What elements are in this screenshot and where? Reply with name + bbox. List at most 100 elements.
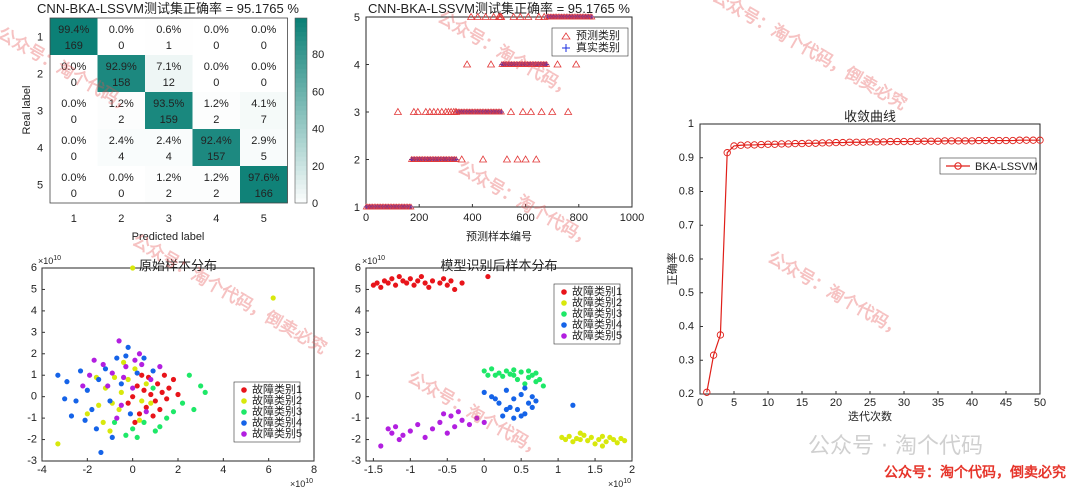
colorbar-band <box>295 37 307 42</box>
scatter-point <box>622 438 627 443</box>
scatter-point <box>141 420 146 425</box>
colorbar-band <box>295 46 307 51</box>
scatter-point <box>426 285 431 290</box>
scatter-point <box>271 295 276 300</box>
scatter-point <box>500 413 505 418</box>
x-tick-label: 30 <box>898 397 910 409</box>
colorbar-band <box>295 69 307 74</box>
scatter-point <box>530 394 535 399</box>
legend-marker <box>561 300 567 306</box>
scatter-point <box>397 274 402 279</box>
scatter-point <box>423 280 428 285</box>
y-tick-label: -3 <box>351 455 361 467</box>
scatter-point <box>511 416 516 421</box>
cell-count-label: 166 <box>255 188 273 200</box>
cell-percent-label: 93.5% <box>153 98 184 110</box>
scatter-point <box>94 426 99 431</box>
cell-percent-label: 4.1% <box>251 98 276 110</box>
colorbar-tick-label: 20 <box>312 161 324 173</box>
cell-percent-label: 97.6% <box>248 172 279 184</box>
y-tick-label: 5 <box>354 12 360 24</box>
colorbar-band <box>295 50 307 55</box>
y-tick-label: 2 <box>31 348 37 360</box>
scatter-point <box>123 364 128 369</box>
y-tick-label: 2 <box>354 155 360 167</box>
scatter-point <box>89 407 94 412</box>
scatter-point <box>139 362 144 367</box>
cell-count-label: 5 <box>261 151 267 163</box>
colorbar-band <box>295 152 307 157</box>
scatter-point <box>389 431 394 436</box>
scatter-point <box>105 383 110 388</box>
scatter-point <box>374 280 379 285</box>
scatter-point <box>144 381 149 386</box>
chart-title: 原始样本分布 <box>139 258 217 273</box>
legend-label: 故障类别1 <box>572 284 622 298</box>
scatter-point <box>137 351 142 356</box>
scatter-point <box>164 416 169 421</box>
scatter-point <box>378 285 383 290</box>
scatter-point <box>171 377 176 382</box>
cell-count-label: 0 <box>71 188 77 200</box>
scatter-point <box>55 373 60 378</box>
scatter-point <box>164 396 169 401</box>
scatter-point <box>150 385 155 390</box>
scatter-point <box>511 396 516 401</box>
colorbar-band <box>295 92 307 97</box>
cell-percent-label: 0.0% <box>204 61 229 73</box>
scatter-point <box>589 435 594 440</box>
colorbar-band <box>295 175 307 180</box>
scatter-point <box>148 392 153 397</box>
scatter-point <box>187 373 192 378</box>
cell-count-label: 0 <box>118 188 124 200</box>
scatter-point <box>474 416 479 421</box>
scatter-point <box>126 345 131 350</box>
y-tick-label: 6 <box>355 262 361 274</box>
x-tick-label: 6 <box>266 464 272 476</box>
scatter-point <box>411 283 416 288</box>
scatter-point <box>600 443 605 448</box>
scatter-point <box>141 355 146 360</box>
scatter-point <box>515 407 520 412</box>
cell-count-label: 0 <box>213 77 219 89</box>
scatter-point <box>123 433 128 438</box>
scatter-point <box>121 375 126 380</box>
cell-percent-label: 2.9% <box>251 135 276 147</box>
scatter-point <box>423 435 428 440</box>
colorbar-band <box>295 18 307 23</box>
x-tick-label: 8 <box>311 464 317 476</box>
cell-count-label: 0 <box>71 77 77 89</box>
x-tick-label: 0 <box>697 397 703 409</box>
y-tick-label: 4 <box>355 305 361 317</box>
scatter-point <box>157 424 162 429</box>
colorbar-band <box>295 78 307 83</box>
x-exponent-label: ×1010 <box>290 478 313 489</box>
scatter-point <box>130 394 135 399</box>
scatter-point <box>101 420 106 425</box>
scatter-point <box>408 428 413 433</box>
scatter-point <box>600 434 605 439</box>
scatter-point <box>415 422 420 427</box>
legend-marker <box>241 387 247 393</box>
legend-marker <box>241 420 247 426</box>
scatter-point <box>191 407 196 412</box>
scatter-point <box>119 403 124 408</box>
x-tick-label: 1.5 <box>587 464 602 476</box>
scatter-point <box>437 280 442 285</box>
scatter-point <box>110 435 115 440</box>
legend-label: 故障类别2 <box>572 295 622 309</box>
colorbar-band <box>295 124 307 129</box>
scatter-point <box>130 265 135 270</box>
y-tick-label: 0.2 <box>679 388 694 400</box>
cell-count-label: 0 <box>118 40 124 52</box>
legend-marker <box>561 311 567 317</box>
chart-title: 收敛曲线 <box>844 109 896 124</box>
scatter-point <box>153 398 158 403</box>
scatter-point <box>162 373 167 378</box>
y-tick-label: 0.7 <box>679 219 694 231</box>
scatter-point <box>533 398 538 403</box>
scatter-point <box>144 409 149 414</box>
scatter-point <box>139 398 144 403</box>
scatter-point <box>175 392 180 397</box>
colorbar-band <box>295 171 307 176</box>
